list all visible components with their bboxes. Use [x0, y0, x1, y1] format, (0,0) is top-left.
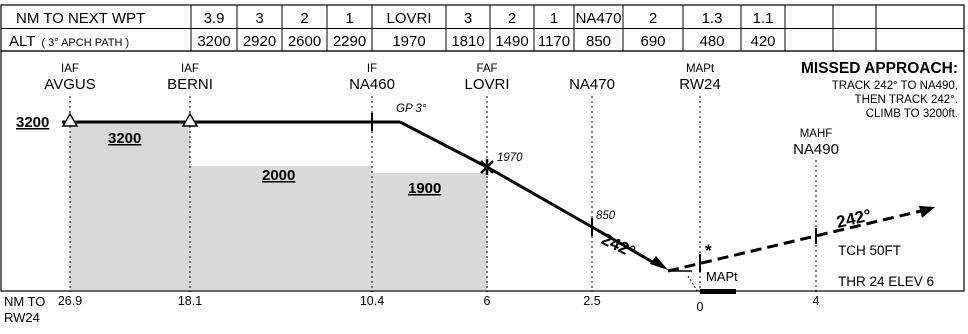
initial-altitude-label: 3200: [16, 114, 49, 131]
msa-shade-segment-1: [70, 122, 190, 290]
row1-cell: 1.1: [753, 10, 774, 27]
path-fix-ticks: [371, 113, 817, 272]
table-column-dividers: [190, 5, 877, 51]
distance-ticks: 26.9 18.1 10.4 6 2.5 0 4: [58, 294, 820, 314]
row2-cell: 2290: [333, 33, 366, 50]
segment1-altitude-label: 3200: [108, 130, 141, 147]
row2-cell: 1170: [538, 33, 570, 50]
missed-approach-note: MISSED APPROACH: TRACK 242° TO NA490, TH…: [801, 60, 958, 120]
row2-cell: 850: [586, 33, 611, 50]
faf-altitude-label: 1970: [497, 152, 523, 164]
row2-header-sub: ( 3° APCH PATH ): [41, 37, 129, 49]
missed-approach-line-3: CLIMB TO 3200ft.: [866, 108, 958, 120]
fix-name-lovri: LOVRI: [464, 76, 509, 93]
distance-tick-lovri: 6: [484, 294, 491, 308]
distance-tick-na470: 2.5: [583, 294, 600, 308]
distance-axis-label-line2: RW24: [4, 310, 40, 325]
row2-header: ALT ( 3° APCH PATH ): [9, 33, 129, 50]
fix-type-berni: IAF: [181, 63, 199, 75]
descent-to-na470: [486, 165, 593, 229]
distance-tick-avgus: 26.9: [58, 294, 82, 308]
row1-cell: 2: [508, 10, 516, 27]
distance-axis-label-line1: NM TO: [4, 294, 45, 309]
mapt-label: MAPt: [706, 269, 738, 284]
row2-cell: 3200: [197, 33, 230, 50]
row1-cell: 3: [464, 10, 472, 27]
iaf-avgus-triangle-icon: [61, 112, 79, 127]
missed-arrowhead: [919, 206, 935, 218]
iaf-berni-triangle-icon: [181, 112, 199, 127]
threshold-dotted-line: [687, 275, 699, 293]
row1-cell: LOVRI: [386, 10, 431, 27]
fix-type-na490: MAHF: [800, 128, 833, 140]
na470-altitude-label: 850: [596, 210, 616, 222]
inbound-course-label: 242°: [598, 229, 638, 261]
missed-approach-line-1: TRACK 242° TO NA490,: [832, 80, 958, 92]
row1-cell: 3.9: [204, 10, 225, 27]
fix-type-lovri: FAF: [476, 63, 497, 75]
row2-cell: 2920: [243, 33, 276, 50]
msa-shade-segment-3: [372, 173, 487, 290]
fix-type-rw24: MAPt: [686, 63, 715, 75]
descent-to-faf: [399, 120, 488, 169]
row1-values: 3.9 3 2 1 LOVRI 3 2 1 NA470 2 1.3 1.1: [204, 10, 774, 27]
missed-course-label: 242°: [835, 205, 874, 231]
row2-cell: 2600: [288, 33, 321, 50]
row1-cell: NA470: [576, 10, 622, 27]
descent-to-map: [591, 225, 657, 266]
row2-cell: 690: [640, 33, 665, 50]
distance-tick-rw24: 0: [697, 300, 704, 314]
row2-values: 3200 2920 2600 2290 1970 1810 1490 1170 850 690 48…: [197, 33, 775, 50]
distance-tick-berni: 18.1: [178, 294, 202, 308]
row1-cell: 3: [255, 10, 263, 27]
missed-approach-line-2: THEN TRACK 242°.: [855, 94, 958, 106]
profile-frame: [0, 50, 965, 292]
row1-cell: 2: [300, 10, 308, 27]
msa-shade-segment-2: [190, 166, 372, 290]
row2-cell: 480: [699, 33, 724, 50]
mapt-asterisk: *: [705, 241, 712, 260]
fix-vertical-lines: [69, 96, 817, 292]
fix-name-na490: NA490: [793, 141, 839, 158]
row1-cell: 1: [550, 10, 558, 27]
runway-bar: [700, 289, 736, 294]
row1-cell: 1: [345, 10, 353, 27]
distance-tick-na460: 10.4: [360, 294, 384, 308]
fix-name-rw24: RW24: [679, 76, 720, 93]
fix-name-berni: BERNI: [167, 76, 213, 93]
distance-tick-na490: 4: [813, 294, 820, 308]
row2-cell: 1490: [495, 33, 528, 50]
distance-altitude-table: NM TO NEXT WPT ALT( 3° APCH PATH ) 3.9 3 2…: [0, 4, 965, 52]
missed-approach-title: MISSED APPROACH:: [801, 60, 958, 77]
row1-header: NM TO NEXT WPT: [16, 10, 145, 27]
faf-cross-icon: [480, 159, 494, 175]
fix-labels: IAF AVGUS IAF BERNI IF NA460 FAF LOVRI N…: [44, 63, 839, 158]
tch-label: TCH 50FT: [838, 243, 901, 258]
row1-cell: 2: [649, 10, 657, 27]
row2-cell: 420: [750, 33, 775, 50]
fix-type-avgus: IAF: [61, 63, 79, 75]
segment2-altitude-label: 2000: [262, 167, 295, 184]
threshold-elevation-label: THR 24 ELEV 6: [838, 274, 934, 289]
row1-cell: 1.3: [702, 10, 723, 27]
glidepath-label: GP 3°: [396, 103, 427, 115]
row2-cell: 1810: [451, 33, 484, 50]
descent-arrowhead: [650, 256, 668, 270]
fix-name-na460: NA460: [349, 76, 395, 93]
approach-path: [62, 120, 657, 266]
segment3-altitude-label: 1900: [408, 180, 441, 197]
fix-name-avgus: AVGUS: [44, 76, 95, 93]
missed-approach-climb: [667, 208, 926, 273]
row2-header-main: ALT: [9, 33, 35, 50]
fix-name-na470: NA470: [569, 76, 615, 93]
row2-cell: 1970: [392, 33, 425, 50]
fix-type-na460: IF: [367, 63, 377, 75]
